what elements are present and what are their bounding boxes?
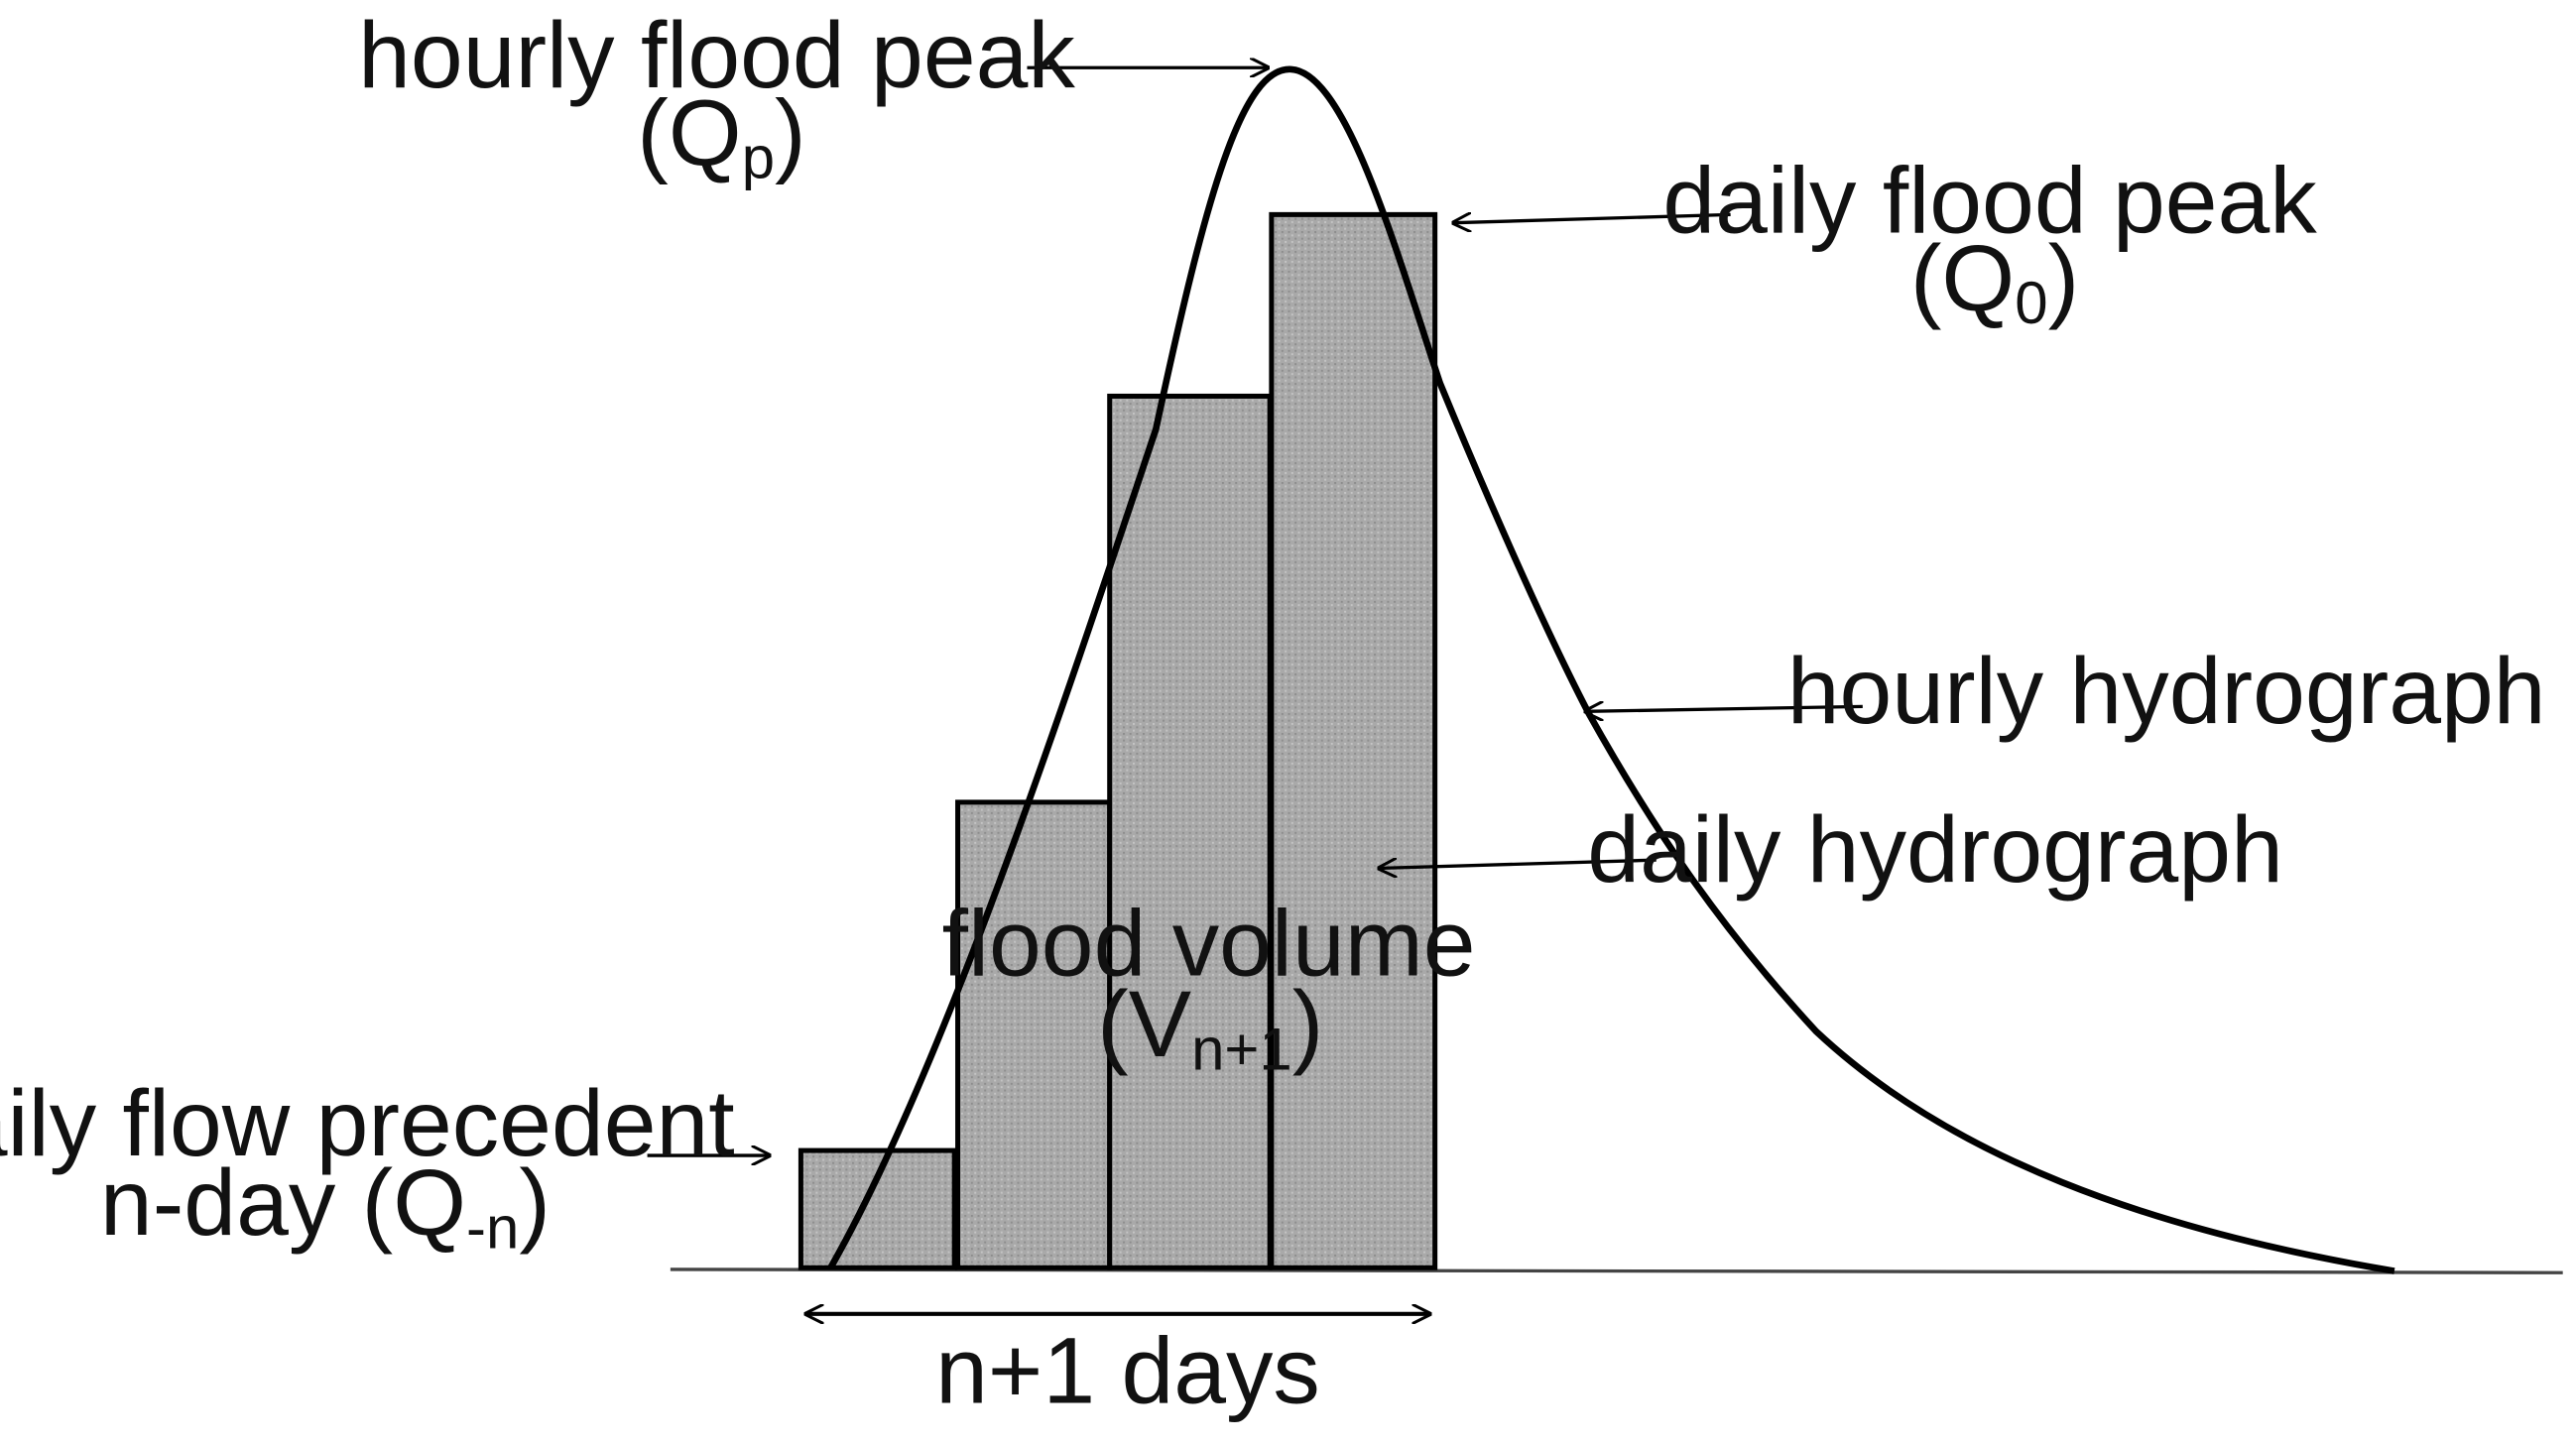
label-hourly-hydrograph: hourly hydrograph bbox=[1787, 639, 2546, 744]
label-daily-flood-peak: daily flood peak bbox=[1662, 149, 2317, 254]
label-daily-hydrograph: daily hydrograph bbox=[1587, 797, 2283, 903]
daily-bar-precedent bbox=[797, 1147, 957, 1270]
arrow-daily-hydrograph bbox=[1379, 860, 1656, 868]
label-hourly-flood-peak-symbol: (Qp) bbox=[637, 80, 805, 190]
daily-bar-peak bbox=[1269, 211, 1438, 1270]
label-flood-volume: flood volume bbox=[942, 892, 1476, 997]
daily-bar-3 bbox=[1107, 393, 1273, 1270]
label-hourly-flood-peak: hourly flood peak bbox=[358, 3, 1075, 108]
label-daily-flow-precedent: daily flow precedent bbox=[0, 1071, 735, 1176]
daily-bar-2 bbox=[955, 799, 1113, 1270]
label-duration: n+1 days bbox=[935, 1319, 1320, 1424]
arrow-hourly-hydrograph bbox=[1585, 706, 1863, 711]
arrow-daily-flood-peak bbox=[1453, 214, 1731, 222]
label-daily-flow-precedent-symbol: n-day (Q-n) bbox=[100, 1150, 551, 1261]
label-daily-flood-peak-symbol: (Q0) bbox=[1910, 226, 2079, 336]
hourly-hydrograph-curve bbox=[827, 65, 2395, 1274]
